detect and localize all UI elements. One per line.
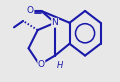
Text: O: O — [38, 60, 45, 69]
Text: N: N — [52, 18, 58, 27]
Text: H: H — [56, 61, 63, 70]
Text: O: O — [27, 6, 34, 15]
